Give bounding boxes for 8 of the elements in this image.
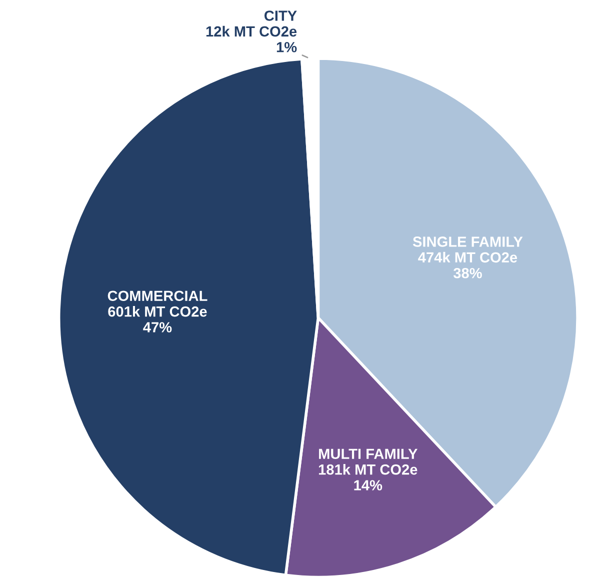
slice-label: SINGLE FAMILY <box>412 236 523 247</box>
data-label: 601k MT CO2e 47% <box>108 306 207 332</box>
slice-label: MULTI FAMILY <box>319 448 418 460</box>
data-label: 474k MT CO2e 38% <box>418 252 518 278</box>
slice-label: CITY <box>264 10 297 21</box>
data-label: 12k MT CO2e 1% <box>206 26 297 52</box>
slice-label: COMMERCIAL <box>108 290 208 302</box>
data-label: 181k MT CO2e 14% <box>318 464 418 490</box>
